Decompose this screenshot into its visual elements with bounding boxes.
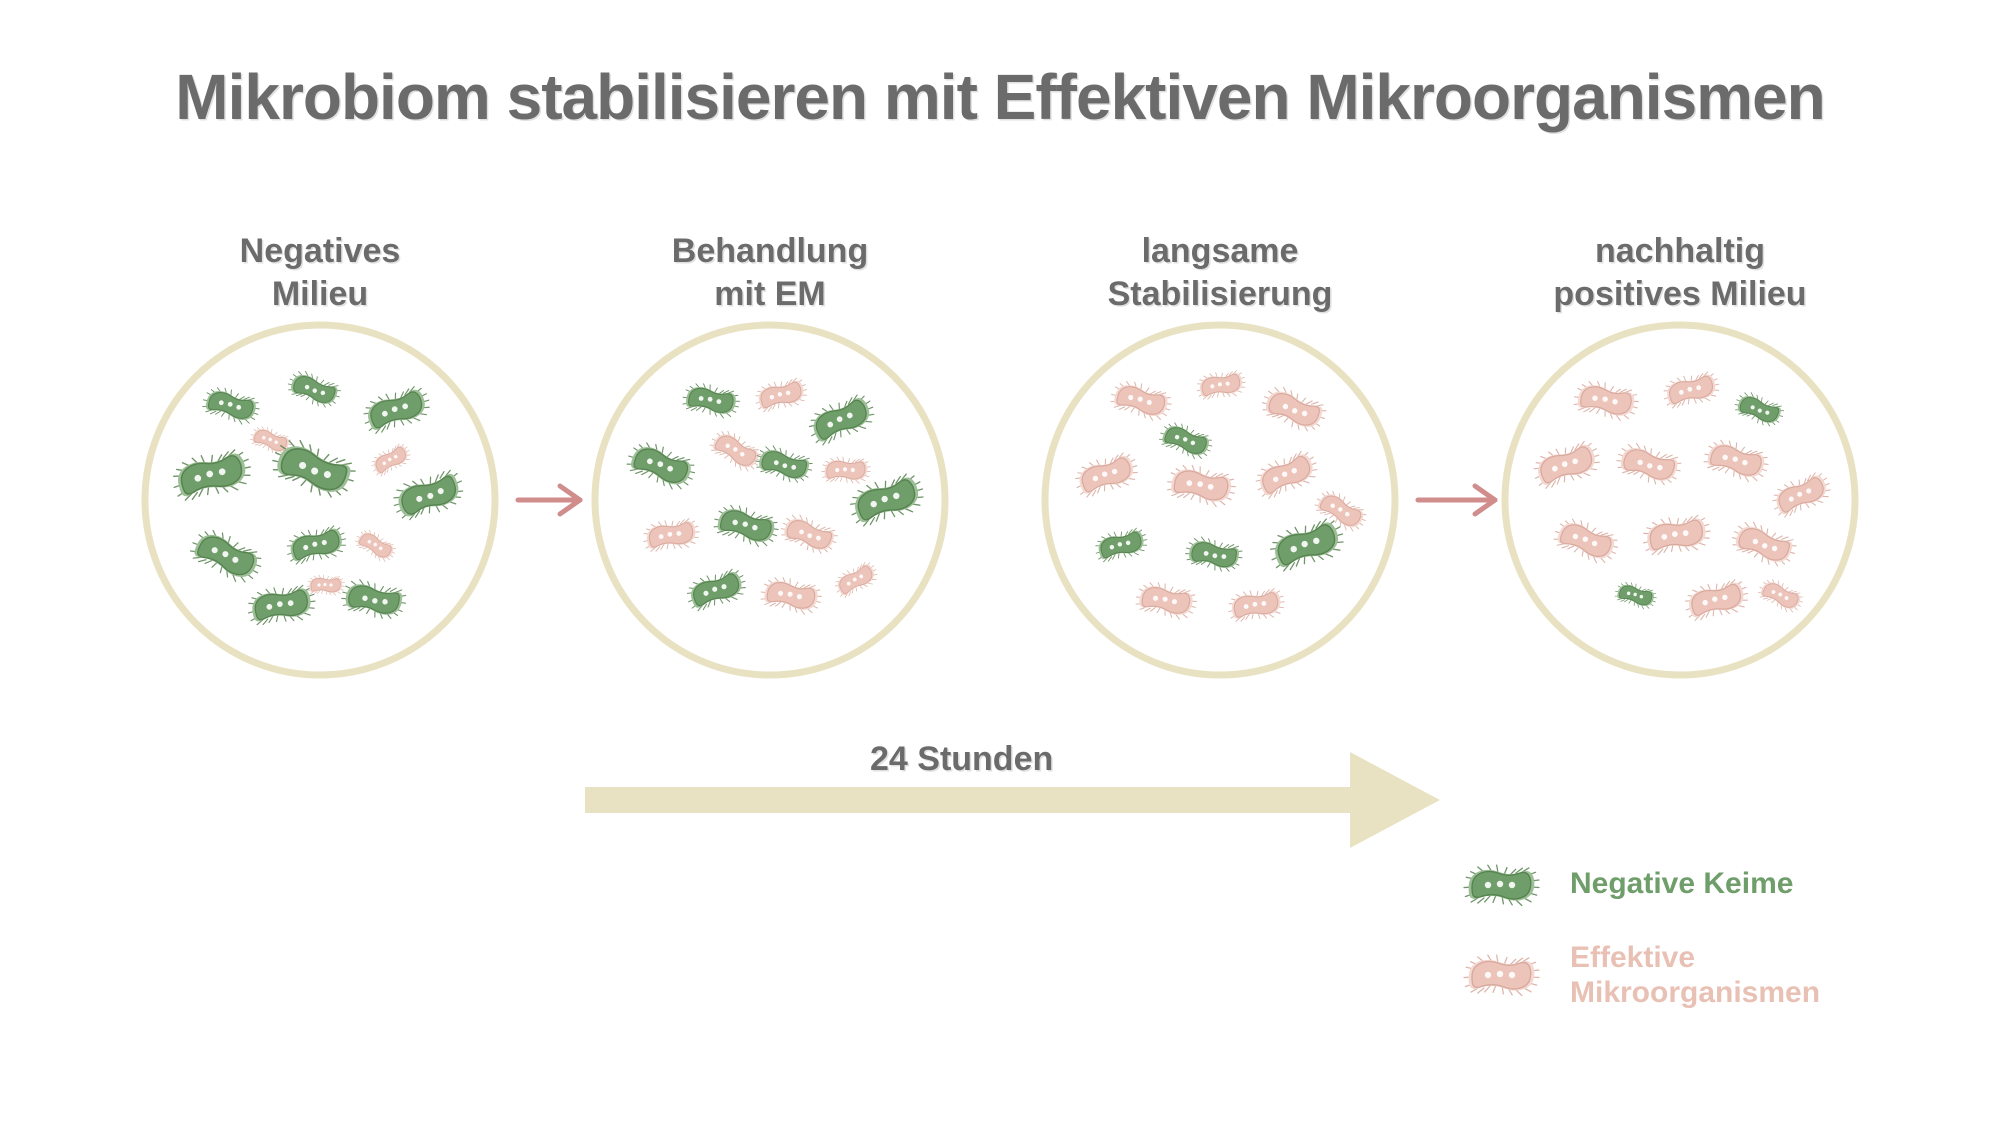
- time-arrow: [585, 752, 1440, 848]
- diagram-canvas: [0, 0, 2000, 1125]
- legend-icon-effective: [1464, 955, 1539, 995]
- infographic-root: Mikrobiom stabilisieren mit Effektiven M…: [0, 0, 2000, 1125]
- transition-arrow-0: [518, 486, 580, 514]
- legend-icon-negative: [1464, 865, 1539, 905]
- transition-arrow-1: [1418, 486, 1495, 514]
